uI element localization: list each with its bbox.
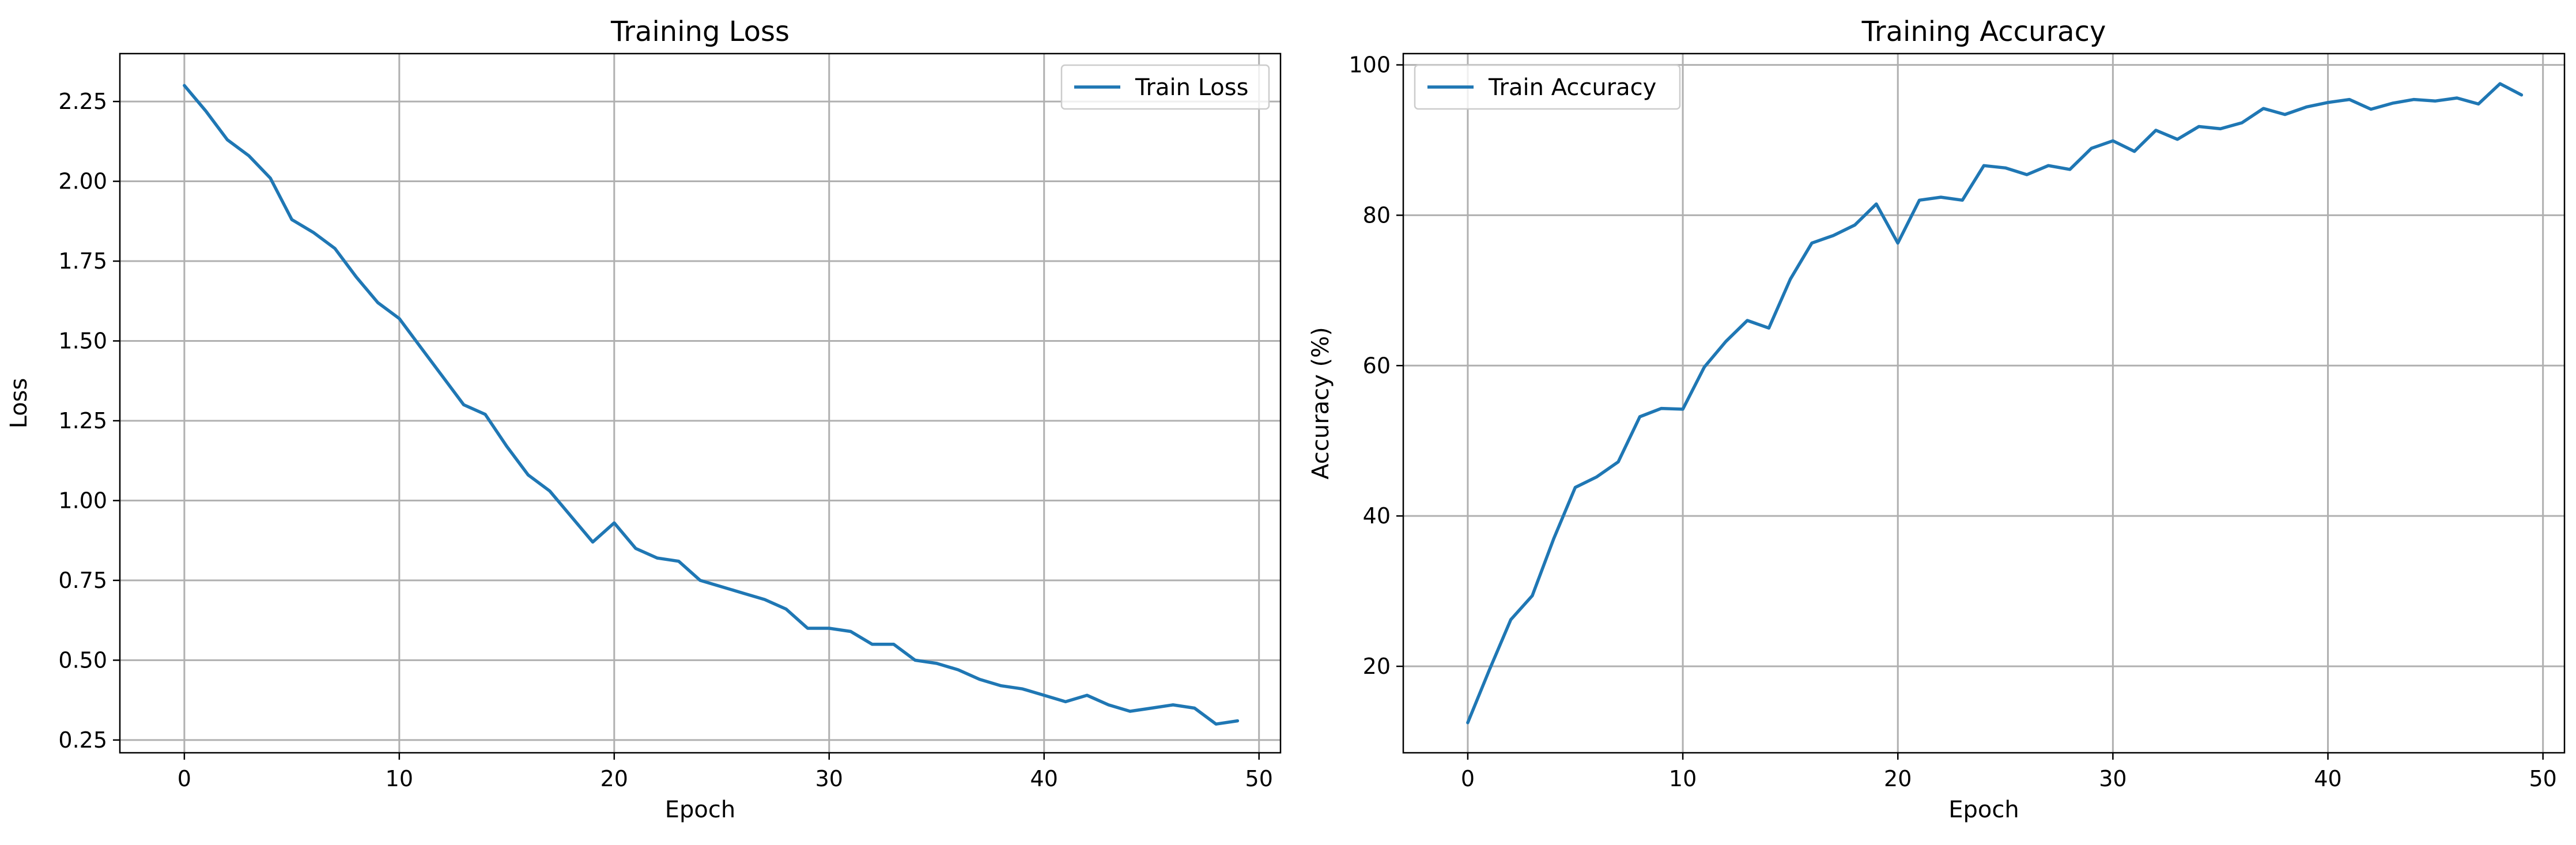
x-tick-label: 30	[2099, 766, 2126, 791]
axes-frame	[119, 52, 1282, 754]
y-tick-label: 100	[1349, 52, 1391, 78]
y-tick-label: 1.00	[58, 488, 107, 513]
legend-box	[1414, 64, 1681, 110]
x-tick-label: 50	[2529, 766, 2557, 791]
x-tick-label: 0	[177, 766, 191, 791]
series-line-0	[183, 84, 1240, 726]
x-tick-label: 10	[1669, 766, 1697, 791]
y-axis-label: Accuracy (%)	[1308, 327, 1334, 480]
y-tick-label: 2.25	[58, 89, 107, 114]
loss-chart: 0 10 20 30 40 50 0.25 0.50 0.75 1.00 1.25 1.50 1.75 2…	[6, 16, 1282, 823]
y-tick-label: 60	[1363, 353, 1391, 378]
axes-frame	[1402, 52, 2566, 754]
x-tick-label: 20	[1884, 766, 1912, 791]
y-tick-label: 2.00	[58, 169, 107, 194]
x-axis-label: Epoch	[665, 797, 735, 823]
x-tick-label: 40	[1030, 766, 1058, 791]
y-tick-label: 1.50	[58, 328, 107, 353]
accuracy-chart: 0 10 20 30 40 50 20 40 60 80 100 Training Accuracy E…	[1308, 16, 2566, 823]
y-tick-label: 1.75	[58, 248, 107, 274]
legend-label: Train Loss	[1135, 74, 1248, 101]
x-tick-label: 10	[386, 766, 413, 791]
y-tick-label: 1.25	[58, 408, 107, 433]
y-tick-label: 0.25	[58, 727, 107, 753]
x-tick-label: 0	[1461, 766, 1475, 791]
x-tick-label: 50	[1245, 766, 1273, 791]
y-tick-label: 20	[1363, 654, 1391, 679]
x-axis-label: Epoch	[1948, 797, 2019, 823]
y-tick-label: 40	[1363, 503, 1391, 529]
series-line-0	[1466, 82, 2524, 725]
chart-title: Training Loss	[610, 16, 790, 48]
x-tick-label: 30	[815, 766, 843, 791]
x-tick-label: 40	[2314, 766, 2341, 791]
legend-box	[1060, 64, 1270, 110]
x-tick-label: 20	[600, 766, 628, 791]
y-axis-label: Loss	[6, 378, 32, 429]
y-tick-label: 80	[1363, 202, 1391, 228]
y-tick-label: 0.50	[58, 647, 107, 673]
y-tick-label: 0.75	[58, 568, 107, 593]
chart-title: Training Accuracy	[1861, 16, 2106, 48]
legend-label: Train Accuracy	[1488, 74, 1656, 101]
